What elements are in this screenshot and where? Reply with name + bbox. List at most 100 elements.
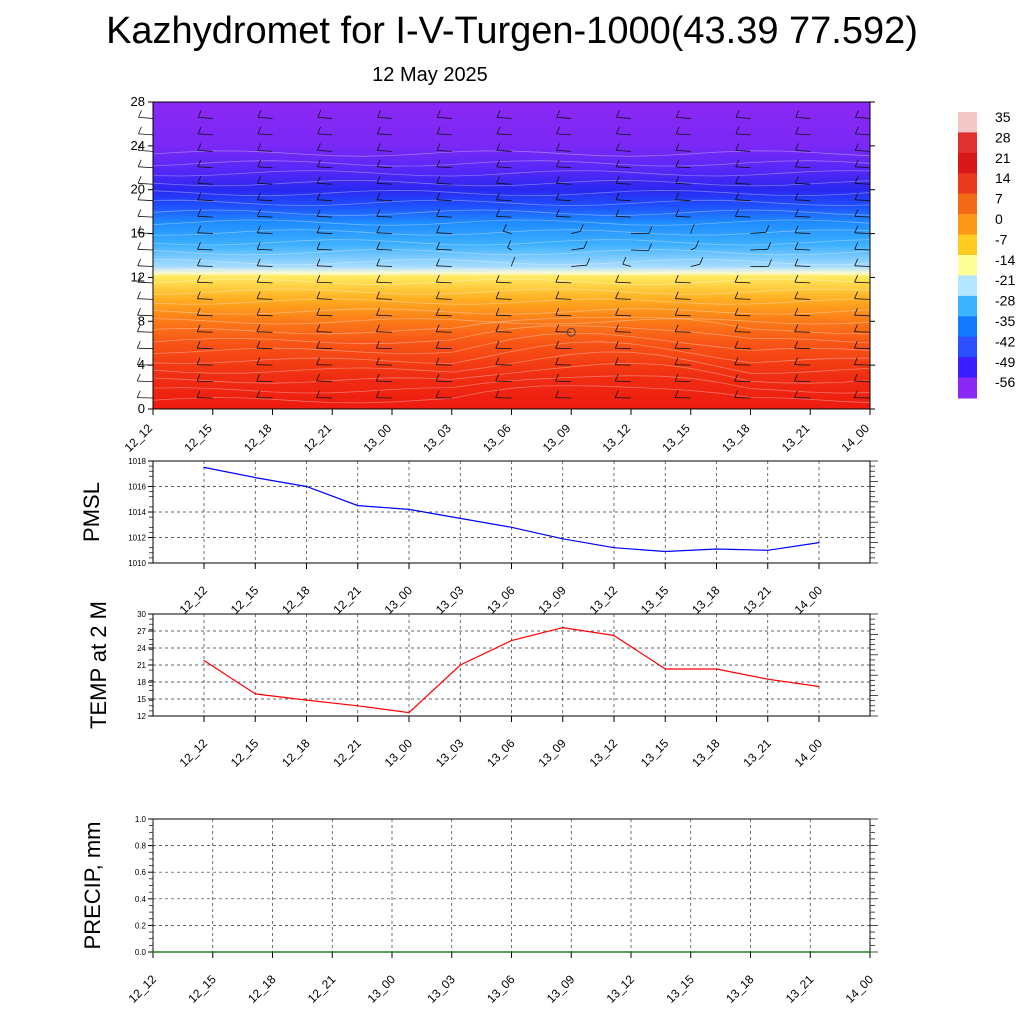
wind-barb-feather	[377, 110, 381, 118]
wind-barb-feather	[556, 110, 561, 118]
wind-barb-feather	[735, 159, 740, 167]
data-point	[510, 951, 513, 953]
wind-barb	[676, 133, 691, 136]
wind-barb-feather	[855, 110, 859, 118]
wind-barb-feather	[375, 390, 380, 398]
wind-barb-feather	[674, 275, 679, 283]
heatmap-ytick-label: 12	[131, 269, 145, 284]
wind-barb	[137, 281, 154, 284]
isotherm-contour	[152, 298, 871, 305]
wind-barb	[495, 298, 512, 300]
axis-ylabel: PRECIP, mm	[80, 822, 105, 950]
xtick-label: 13_00	[382, 583, 416, 617]
wind-barb	[675, 166, 691, 169]
data-point	[357, 705, 359, 707]
wind-barb-feather	[137, 209, 142, 217]
wind-barb	[436, 199, 452, 202]
wind-barb	[138, 117, 154, 119]
wind-barb	[436, 150, 452, 152]
wind-barb-feather	[768, 259, 772, 267]
wind-barb-feather	[648, 226, 653, 234]
wind-barb	[795, 232, 811, 234]
wind-barb	[615, 298, 632, 300]
wind-barb	[317, 150, 333, 152]
data-point	[331, 951, 333, 953]
wind-barb-feather	[555, 291, 560, 299]
wind-barb	[795, 117, 811, 119]
wind-barb-feather	[316, 225, 321, 233]
wind-barb	[137, 265, 154, 267]
xtick-label: 13_06	[484, 972, 518, 1006]
ytick-label: 12	[137, 712, 146, 721]
wind-barb-feather	[376, 308, 380, 316]
colorbar-label: 28	[995, 129, 1011, 145]
wind-barb	[137, 331, 154, 333]
xtick-label: 13_18	[723, 972, 757, 1006]
wind-barb	[197, 199, 213, 202]
wind-barb	[750, 248, 768, 251]
ytick-label: 0.6	[135, 868, 147, 877]
wind-barb-feather	[257, 209, 261, 217]
wind-barb-feather	[197, 209, 202, 217]
ytick-label: 1012	[128, 534, 146, 543]
wind-barb-feather	[376, 192, 381, 200]
wind-barb-feather	[675, 209, 680, 217]
wind-barb	[436, 215, 452, 218]
ytick-label: 1016	[128, 483, 146, 492]
wind-barb-feather	[690, 223, 695, 232]
wind-barb-feather	[496, 176, 500, 184]
heatmap-ytick-label: 28	[131, 94, 145, 109]
wind-barb	[854, 314, 871, 317]
wind-barb	[437, 117, 452, 119]
wind-barb-feather	[583, 241, 588, 249]
wind-barb-feather	[436, 176, 441, 184]
isotherm-contour	[152, 288, 871, 295]
wind-barb-feather	[853, 373, 858, 382]
wind-barb-feather	[316, 390, 320, 398]
wind-barb	[376, 215, 393, 218]
isotherm-contour	[152, 229, 871, 236]
wind-barb	[795, 166, 811, 169]
isotherm-contour	[152, 341, 870, 364]
wind-barb-feather	[614, 341, 619, 349]
data-point	[254, 477, 256, 479]
wind-barb	[257, 215, 273, 218]
isotherm-contour	[152, 325, 871, 345]
wind-barb-feather	[675, 192, 680, 200]
isotherm-contour	[152, 209, 871, 216]
wind-barb	[377, 150, 393, 152]
wind-barb	[257, 117, 273, 119]
wind-barb-feather	[735, 209, 739, 217]
ytick-label: 0.8	[135, 842, 147, 851]
ytick-label: 18	[137, 678, 146, 687]
isotherm-contour	[152, 239, 871, 246]
wind-barb	[734, 331, 751, 333]
wind-barb	[675, 215, 691, 218]
data-point	[570, 951, 572, 953]
xtick-label: 12_15	[228, 583, 262, 617]
wind-barb	[855, 182, 871, 185]
wind-barb-feather	[256, 373, 261, 382]
wind-barb-feather	[622, 257, 627, 265]
wind-barb	[854, 232, 871, 234]
heatmap-xtick-label: 13_15	[659, 421, 693, 455]
wind-barb-feather	[794, 176, 799, 184]
data-point	[510, 526, 513, 528]
heatmap-ytick-label: 8	[138, 313, 145, 328]
wind-barb-feather	[376, 209, 381, 217]
wind-barb-feather	[436, 242, 440, 250]
wind-barb	[197, 265, 213, 267]
wind-barb-feather	[197, 126, 202, 135]
wind-barb	[317, 133, 333, 136]
wind-barb-feather	[555, 324, 560, 332]
wind-barb	[675, 150, 691, 152]
wind-barb	[256, 314, 273, 317]
wind-barb-feather	[614, 373, 619, 382]
chart-subtitle: 12 May 2025	[372, 64, 488, 86]
wind-barb-feather	[854, 291, 858, 299]
wind-barb	[794, 248, 811, 251]
wind-barb	[690, 263, 700, 267]
wind-barb-feather	[555, 308, 560, 316]
wind-barb	[317, 182, 333, 185]
